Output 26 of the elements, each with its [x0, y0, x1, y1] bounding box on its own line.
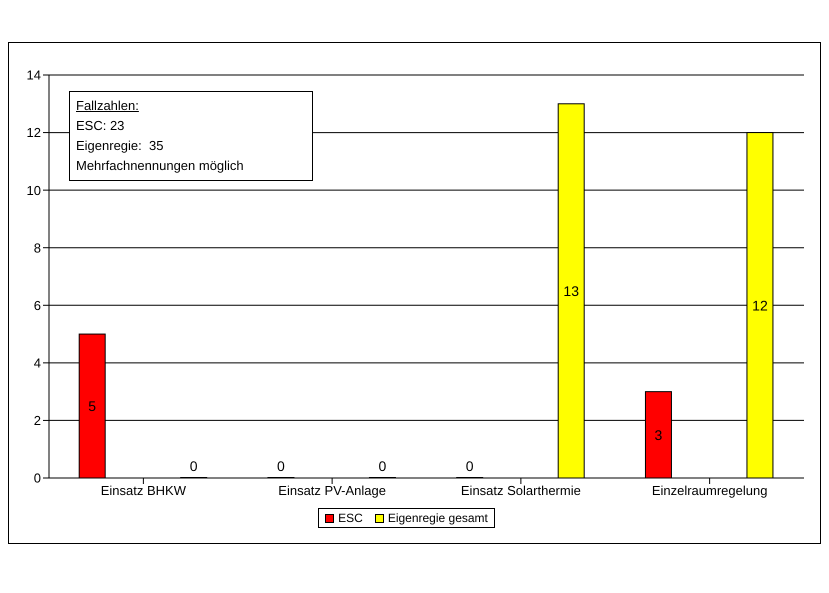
- x-tick-label: Einsatz BHKW: [100, 483, 187, 498]
- annotation: Fallzahlen:: [76, 97, 140, 115]
- data-label: 5: [88, 398, 96, 414]
- x-tick-label: Einsatz PV-Anlage: [278, 483, 386, 498]
- annotation: Eigenregie: 35: [76, 137, 164, 155]
- y-tick-label: 6: [34, 298, 41, 313]
- annotation: Mehrfachnennungen möglich: [76, 157, 245, 175]
- legend-label: Eigenregie gesamt: [386, 511, 488, 525]
- data-label: 13: [563, 282, 580, 299]
- y-tick-label: 4: [34, 355, 41, 370]
- annotation: ESC: 23: [76, 117, 126, 135]
- data-label: 12: [752, 297, 768, 314]
- data-label: 3: [654, 426, 663, 443]
- data-label: 0: [190, 458, 198, 474]
- data-label: 0: [277, 458, 286, 474]
- legend-label: ESC: [337, 511, 363, 525]
- y-tick-label: 0: [34, 470, 41, 486]
- y-tick-label: 10: [26, 182, 41, 198]
- data-label: 0: [466, 458, 474, 474]
- y-tick-label: 12: [26, 125, 41, 140]
- x-tick-label: Einzelraumregelung: [652, 483, 768, 498]
- y-tick-label: 2: [34, 413, 41, 428]
- y-tick-label: 14: [26, 68, 41, 83]
- data-label: 0: [378, 458, 387, 474]
- x-tick-label: Einsatz Solarthermie: [460, 483, 581, 498]
- y-tick-label: 8: [34, 240, 41, 256]
